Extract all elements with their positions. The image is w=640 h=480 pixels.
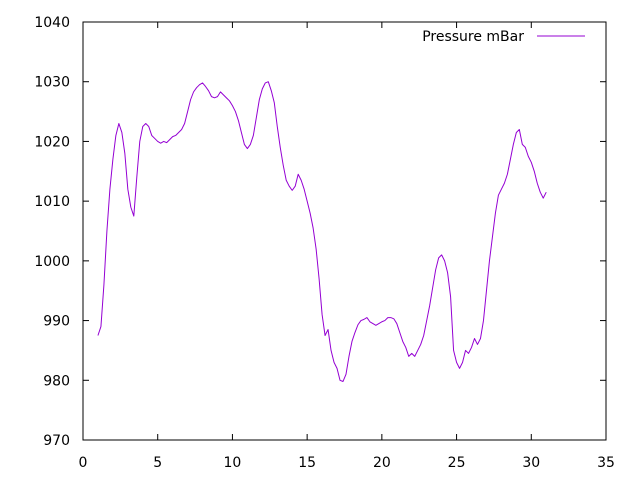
axis-ticks: 0 5 10 15 20 25 30 35 970 980 990 1000 1010 1020 1030 1… <box>34 15 615 471</box>
x-tick-label: 25 <box>448 455 466 471</box>
y-tick-label: 1010 <box>34 194 70 210</box>
y-tick-label: 1040 <box>34 15 70 31</box>
x-tick-label: 35 <box>597 455 615 471</box>
series-line-pressure <box>97 81 547 382</box>
y-tick-label: 970 <box>43 433 70 449</box>
series-layer <box>97 81 547 382</box>
y-tick-label: 980 <box>43 373 70 389</box>
x-tick-label: 20 <box>373 455 391 471</box>
y-tick-label: 1020 <box>34 134 70 150</box>
legend-label: Pressure mBar <box>422 29 524 45</box>
legend: Pressure mBar <box>422 29 585 45</box>
y-tick-label: 1000 <box>34 254 70 270</box>
x-tick-label: 5 <box>153 455 162 471</box>
x-tick-label: 0 <box>79 455 88 471</box>
x-tick-label: 15 <box>298 455 316 471</box>
y-tick-label: 1030 <box>34 75 70 91</box>
x-tick-label: 10 <box>224 455 242 471</box>
y-tick-label: 990 <box>43 314 70 330</box>
plot-area-border <box>82 21 607 441</box>
x-tick-label: 30 <box>522 455 540 471</box>
